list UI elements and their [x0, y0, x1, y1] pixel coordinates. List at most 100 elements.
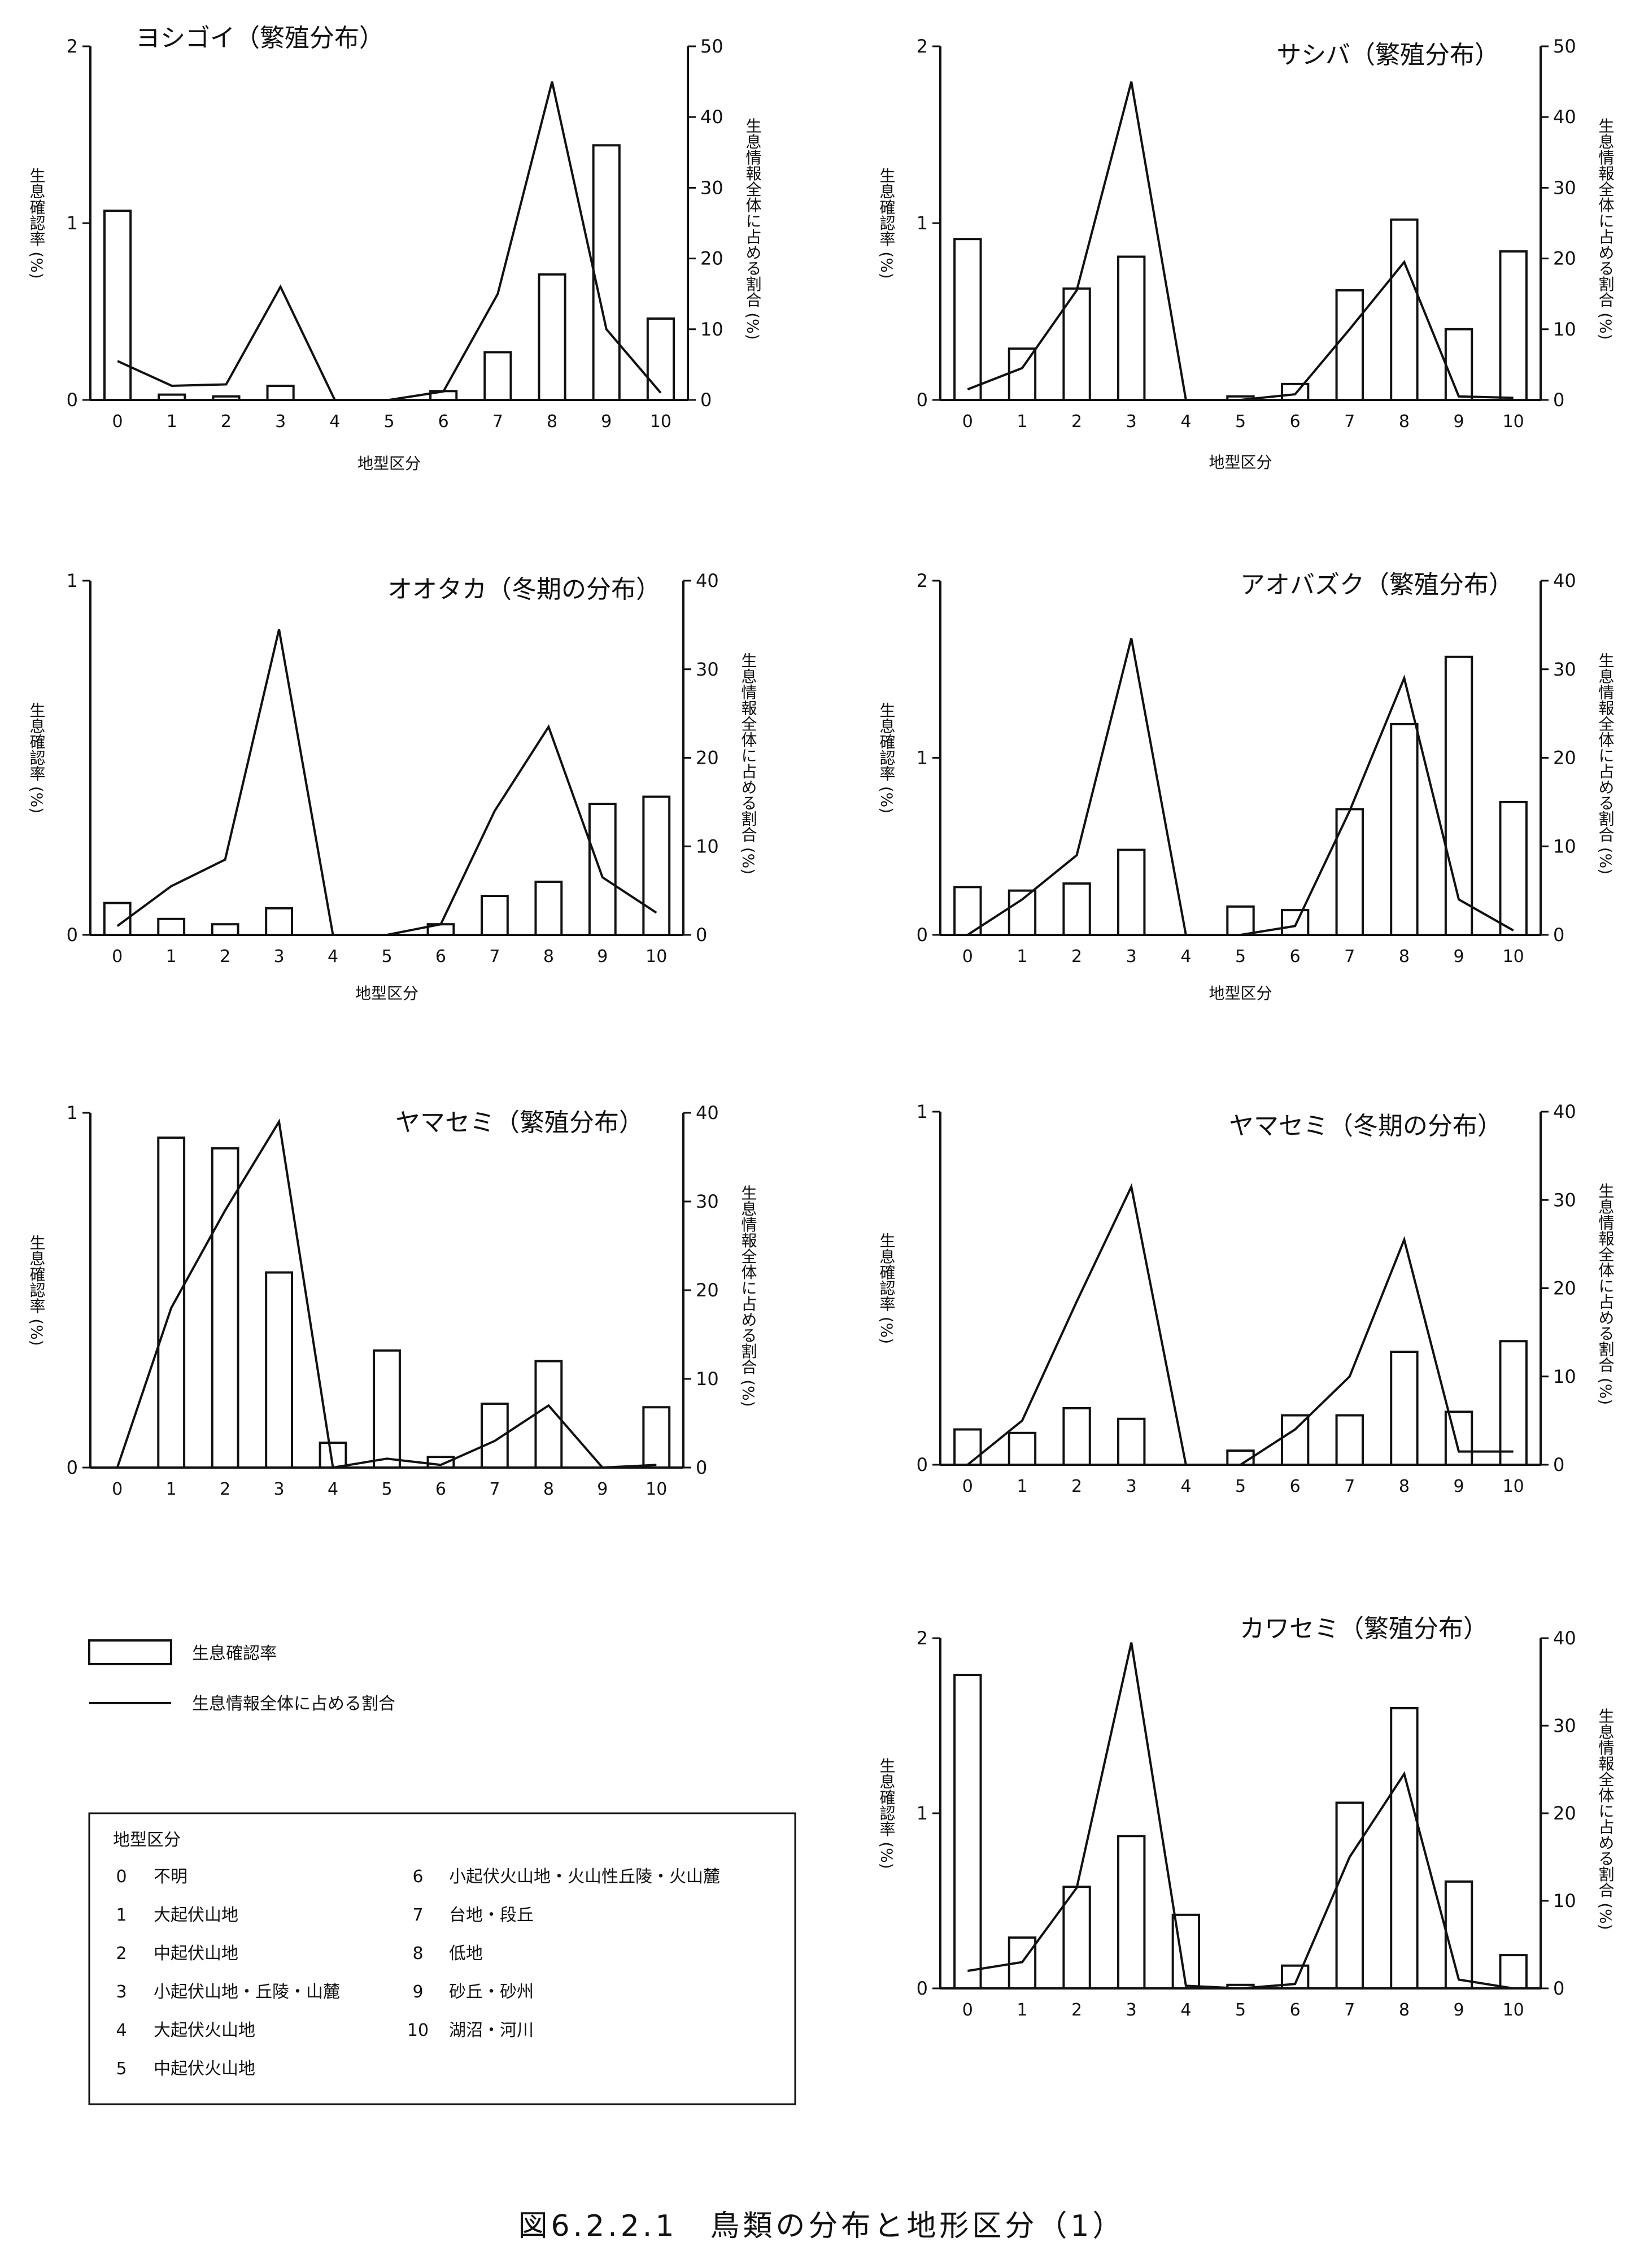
right-tick-label: 0: [696, 1457, 707, 1478]
left-tick-label: 2: [67, 36, 78, 57]
terrain-name: 大起伏山地: [154, 1905, 238, 1925]
terrain-name: 小起伏火山地・火山性丘陵・火山麓: [449, 1867, 720, 1887]
bar: [103, 210, 132, 401]
x-tick-label: 7: [489, 1479, 500, 1499]
right-tick-label: 0: [1553, 1978, 1564, 1999]
right-tick-label: 30: [696, 1191, 719, 1212]
x-tick-label: 8: [543, 1479, 554, 1499]
bar: [211, 923, 239, 936]
right-tick-label: 0: [700, 389, 712, 411]
terrain-name: 中起伏火山地: [154, 2059, 255, 2079]
bar: [1390, 1351, 1419, 1466]
x-tick-label: 9: [1453, 412, 1464, 432]
right-tick-label: 20: [1553, 747, 1576, 769]
bar: [1444, 655, 1473, 937]
chart-title: ヨシゴイ（繁殖分布）: [136, 24, 384, 53]
x-tick-label: 6: [1290, 1477, 1301, 1496]
x-tick-label: 3: [274, 947, 285, 967]
chart-title: ヤマセミ（冬期の分布）: [1229, 1112, 1502, 1140]
x-tick-label: 2: [220, 1479, 230, 1499]
bar: [534, 880, 563, 936]
x-tick-label: 6: [1290, 947, 1301, 967]
x-tick-label: 9: [1453, 2000, 1464, 2020]
right-tick-label: 10: [1553, 319, 1576, 340]
x-tick-label: 8: [547, 412, 557, 432]
right-axis-label: 生息情報全体に占める割合 (%): [1597, 1708, 1615, 1930]
bar: [1444, 1880, 1473, 1990]
right-tick-label: 30: [1553, 1189, 1576, 1211]
terrain-legend-title: 地型区分: [113, 1830, 181, 1850]
x-tick-label: 0: [962, 412, 973, 432]
left-tick-label: 0: [67, 1457, 78, 1478]
left-axis-label: 生息確認率 (%): [878, 167, 896, 279]
left-tick-label: 0: [67, 389, 78, 411]
terrain-code: 8: [412, 1944, 423, 1964]
right-tick-label: 10: [700, 319, 723, 340]
bar: [1499, 250, 1528, 401]
right-tick-label: 50: [1553, 36, 1576, 57]
right-tick-label: 30: [696, 659, 719, 680]
bar: [483, 351, 512, 401]
x-tick-label: 8: [1399, 1477, 1410, 1496]
x-tick-label: 4: [328, 947, 338, 967]
right-tick-label: 0: [1553, 389, 1564, 411]
x-tick-label: 7: [489, 947, 500, 967]
right-tick-label: 20: [696, 1279, 719, 1301]
bar: [1390, 722, 1419, 937]
x-tick-label: 0: [962, 1477, 973, 1496]
x-tick-label: 1: [167, 412, 177, 432]
x-tick-label: 1: [1017, 947, 1027, 967]
series-line: [116, 1118, 657, 1469]
bar: [953, 1674, 982, 1990]
terrain-name: 中起伏山地: [154, 1944, 238, 1964]
x-tick-label: 1: [1017, 412, 1027, 432]
left-tick-label: 0: [917, 389, 928, 411]
right-tick-label: 40: [1553, 1627, 1576, 1649]
bar: [157, 917, 186, 937]
x-tick-label: 9: [1453, 947, 1464, 967]
x-tick-label: 7: [1344, 1477, 1355, 1496]
x-tick-label: 3: [1126, 2000, 1137, 2020]
left-tick-label: 2: [917, 570, 928, 591]
x-tick-label: 2: [1071, 1477, 1082, 1496]
chart-title: オオタカ（冬期の分布）: [387, 575, 661, 604]
x-tick-label: 0: [112, 1479, 123, 1499]
right-axis-label: 生息情報全体に占める割合 (%): [1597, 1182, 1615, 1405]
left-tick-label: 2: [917, 36, 928, 57]
chart-title: カワセミ（繁殖分布）: [1240, 1614, 1488, 1643]
x-tick-label: 5: [1235, 2000, 1246, 2020]
right-tick-label: 40: [696, 570, 719, 591]
right-axis-label: 生息情報全体に占める割合 (%): [1597, 117, 1615, 340]
x-tick-label: 10: [1503, 947, 1524, 967]
x-tick-label: 4: [1180, 2000, 1191, 2020]
legend-line-label: 生息情報全体に占める割合: [192, 1694, 395, 1714]
bar: [588, 803, 617, 937]
left-axis-label: 生息確認率 (%): [878, 1757, 896, 1869]
x-tick-label: 5: [1235, 947, 1246, 967]
x-tick-label: 4: [1180, 1477, 1191, 1496]
bar: [1335, 1801, 1364, 1990]
x-tick-label: 4: [329, 412, 340, 432]
terrain-code: 6: [412, 1867, 423, 1887]
bar: [103, 902, 132, 936]
terrain-code: 3: [116, 1982, 127, 2002]
left-axis-label: 生息確認率 (%): [28, 702, 46, 813]
right-tick-label: 30: [1553, 659, 1576, 680]
terrain-code: 7: [412, 1905, 423, 1925]
terrain-code: 4: [116, 2021, 127, 2040]
right-tick-label: 20: [700, 248, 723, 269]
x-tick-label: 8: [1399, 2000, 1410, 2020]
legend: 生息確認率 生息情報全体に占める割合: [88, 1639, 395, 1714]
x-axis-label: 地型区分: [1209, 984, 1272, 1003]
bar: [1117, 848, 1146, 937]
x-tick-label: 0: [112, 412, 123, 432]
right-tick-label: 30: [700, 177, 723, 198]
figure-caption: 図6.2.2.1 鳥類の分布と地形区分（1）: [518, 2209, 1125, 2243]
legend-bar-label: 生息確認率: [192, 1644, 277, 1664]
x-tick-label: 7: [1344, 412, 1355, 432]
right-tick-label: 40: [1553, 570, 1576, 591]
